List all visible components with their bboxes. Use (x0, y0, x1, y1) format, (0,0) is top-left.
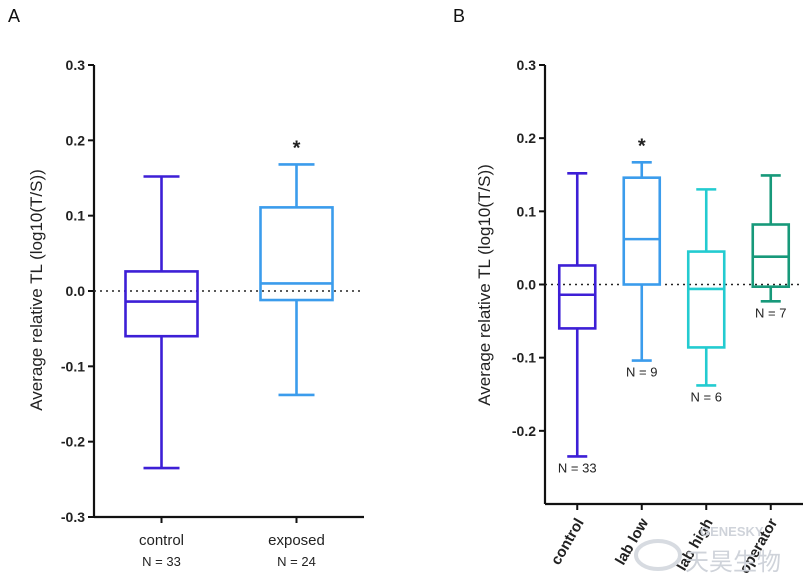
panel-a-n-label: N = 24 (277, 554, 316, 569)
panel-a-ylabel: Average relative TL (log10(T/S)) (27, 169, 46, 411)
panel-b-box-lab-high (686, 250, 726, 349)
watermark-latin: GENESKY (700, 524, 764, 539)
panel-b-ytick-label: 0.2 (517, 130, 537, 146)
panel-b-significance-marker: * (638, 135, 646, 157)
panel-a-ytick-label: -0.3 (61, 509, 85, 525)
watermark-text: 天昊生物 (685, 549, 781, 576)
panel-b-n-label: N = 33 (558, 460, 597, 475)
panel-a-ytick-label: -0.2 (61, 434, 85, 450)
panel-b-ytick-label: 0.1 (517, 203, 537, 219)
panel-a-category-label: control (139, 532, 184, 549)
panel-b-n-label: N = 9 (626, 365, 657, 380)
panel-b-ylabel: Average relative TL (log10(T/S)) (475, 164, 494, 406)
panel-a-n-label: N = 33 (142, 554, 181, 569)
panel-b-ytick-label: -0.1 (512, 350, 536, 366)
panel-a-significance-marker: * (293, 137, 301, 159)
panel-a-ytick-label: 0.0 (66, 283, 86, 299)
panel-a-box-exposed (259, 206, 334, 302)
panel-b-chart: -0.2 -0.1 0.0 0.1 0.2 0.3 N = 33 * N = 9 N = 6 N =… (512, 57, 803, 577)
panel-a-box-control (124, 270, 199, 338)
panel-a-letter: A (8, 6, 20, 26)
watermark-swoosh (634, 539, 682, 571)
panel-b-ytick-label: 0.0 (517, 277, 537, 293)
panel-b-box-lab-low (622, 176, 662, 286)
panel-b-box-control (557, 264, 597, 330)
panel-b-n-label: N = 6 (691, 389, 722, 404)
panel-a-chart: -0.3 -0.2 -0.1 0.0 0.1 0.2 0.3 N = 33 * N = 24 con… (61, 57, 364, 569)
panel-b-category-label: control (548, 516, 588, 569)
panel-a-category-label: exposed (268, 532, 325, 549)
panel-b-n-label: N = 7 (755, 305, 786, 320)
panel-a-ytick-label: -0.1 (61, 358, 85, 374)
panel-b-ytick-label: -0.2 (512, 423, 536, 439)
panel-a-ytick-label: 0.3 (66, 57, 86, 73)
panel-a-ytick-label: 0.1 (66, 208, 86, 224)
panel-b-ytick-label: 0.3 (517, 57, 537, 73)
watermark-logo: GENESKY 天昊生物 (634, 524, 781, 576)
panel-b-letter: B (453, 6, 465, 26)
panel-a-ytick-label: 0.2 (66, 132, 86, 148)
